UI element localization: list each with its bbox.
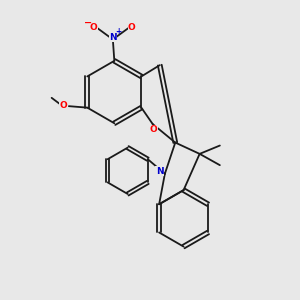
Text: O: O	[149, 125, 157, 134]
Text: N: N	[109, 33, 117, 42]
Text: O: O	[128, 23, 136, 32]
Text: O: O	[60, 101, 68, 110]
Text: +: +	[115, 27, 121, 36]
Text: −: −	[84, 18, 92, 28]
Text: N: N	[156, 167, 163, 176]
Text: O: O	[90, 23, 98, 32]
